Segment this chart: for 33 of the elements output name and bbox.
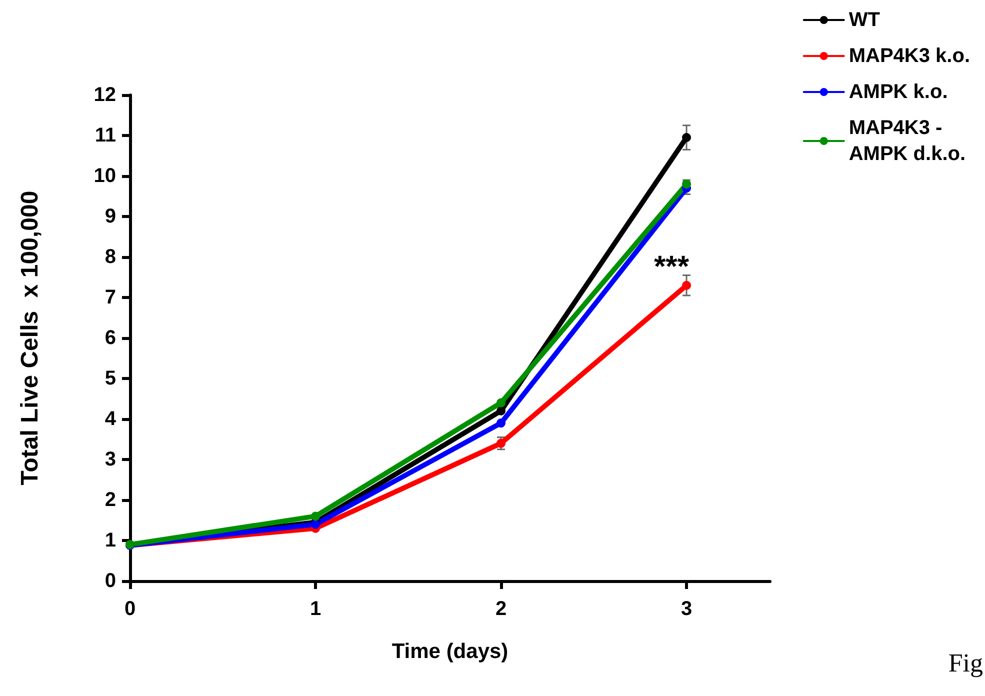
- y-tick-label: 5: [104, 368, 116, 390]
- legend-label: MAP4K3 k.o.: [848, 45, 970, 67]
- y-tick-label: 6: [104, 327, 116, 349]
- y-tick-label: 3: [104, 448, 116, 470]
- point: [682, 133, 692, 142]
- point: [496, 398, 506, 408]
- legend-label: WT: [848, 9, 880, 31]
- y-tick-label: 2: [104, 489, 116, 511]
- x-tick-label: 2: [495, 598, 507, 620]
- y-tick-label: 4: [104, 408, 117, 430]
- y-tick-label: 11: [94, 124, 116, 146]
- y-tick-label: 8: [104, 246, 116, 268]
- x-tick-label: 1: [310, 598, 322, 620]
- y-tick-label: 0: [104, 570, 116, 592]
- y-tick-label: 12: [94, 84, 116, 106]
- y-axis-title: Total Live Cells x 100,000: [16, 190, 44, 486]
- x-tick-label: 0: [124, 598, 136, 620]
- y-tick-label: 7: [104, 286, 116, 308]
- y-tick-label: 1: [104, 530, 116, 552]
- y-tick-label: 9: [104, 206, 116, 228]
- point: [496, 418, 506, 428]
- text: Fig: [948, 648, 984, 678]
- legend-label: AMPK k.o.: [848, 81, 948, 103]
- x-axis-title: Time (days): [392, 640, 508, 663]
- point: [682, 180, 692, 189]
- x-tick-label: 3: [680, 598, 692, 620]
- y-tick-label: 10: [94, 165, 116, 187]
- annotation: ***: [654, 250, 690, 284]
- point: [311, 512, 320, 521]
- point: [496, 406, 506, 416]
- point: [496, 438, 506, 448]
- legend-label: MAP4K3 - AMPK d.k.o.: [848, 117, 966, 165]
- point: [682, 280, 692, 290]
